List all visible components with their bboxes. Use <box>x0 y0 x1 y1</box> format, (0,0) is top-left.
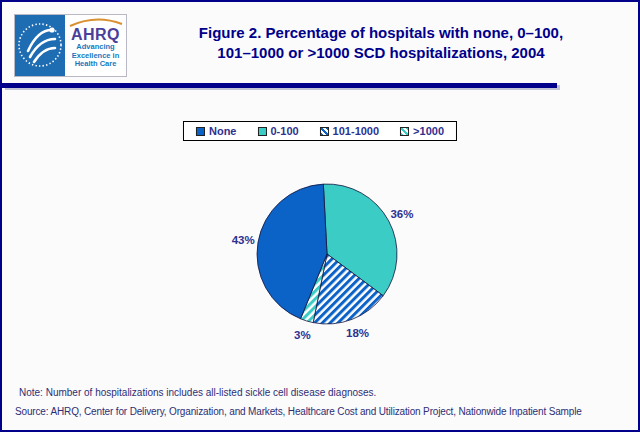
legend-label: None <box>209 125 237 137</box>
ahrq-wordmark: AHRQ Advancing Excellence in Health Care <box>65 15 126 76</box>
ahrq-acronym: AHRQ <box>71 27 120 42</box>
header-divider <box>2 83 557 88</box>
legend-swatch-101-1000 <box>320 127 329 136</box>
figure-title-line2: 101–1000 or >1000 SCD hospitalizations, … <box>140 43 622 63</box>
pie-chart: 36% 18% 3% 43% <box>167 139 487 369</box>
legend-item-1000: >1000 <box>400 125 444 137</box>
figure-note: Note: Number of hospitalizations include… <box>19 387 376 398</box>
pie-chart-svg: 36% 18% 3% 43% <box>167 139 487 369</box>
legend-label: >1000 <box>413 125 444 137</box>
legend-label: 101-1000 <box>333 125 380 137</box>
pie-label-0-100: 36% <box>390 208 413 220</box>
figure-source: Source: AHRQ, Center for Delivery, Organ… <box>15 406 582 417</box>
pie-label-1000: 3% <box>294 329 311 341</box>
hhs-seal-icon <box>15 15 65 76</box>
hhs-eagle-icon <box>15 15 65 76</box>
pie-label-none: 43% <box>232 234 255 246</box>
ahrq-tagline: Advancing Excellence in Health Care <box>72 43 120 69</box>
legend-swatch-1000 <box>400 127 409 136</box>
chart-legend: None 0-100 101-1000 >1000 <box>183 121 457 141</box>
legend-item-0-100: 0-100 <box>257 125 298 137</box>
legend-swatch-0-100 <box>257 127 266 136</box>
legend-item-none: None <box>196 125 237 137</box>
legend-swatch-none <box>196 127 205 136</box>
legend-label: 0-100 <box>270 125 298 137</box>
legend-item-101-1000: 101-1000 <box>320 125 380 137</box>
figure-title-line1: Figure 2. Percentage of hospitals with n… <box>140 23 622 43</box>
figure-title: Figure 2. Percentage of hospitals with n… <box>140 23 622 63</box>
pie-label-101-1000: 18% <box>346 327 369 339</box>
figure-page: AHRQ Advancing Excellence in Health Care… <box>0 0 640 432</box>
ahrq-hhs-logo: AHRQ Advancing Excellence in Health Care <box>14 14 127 77</box>
